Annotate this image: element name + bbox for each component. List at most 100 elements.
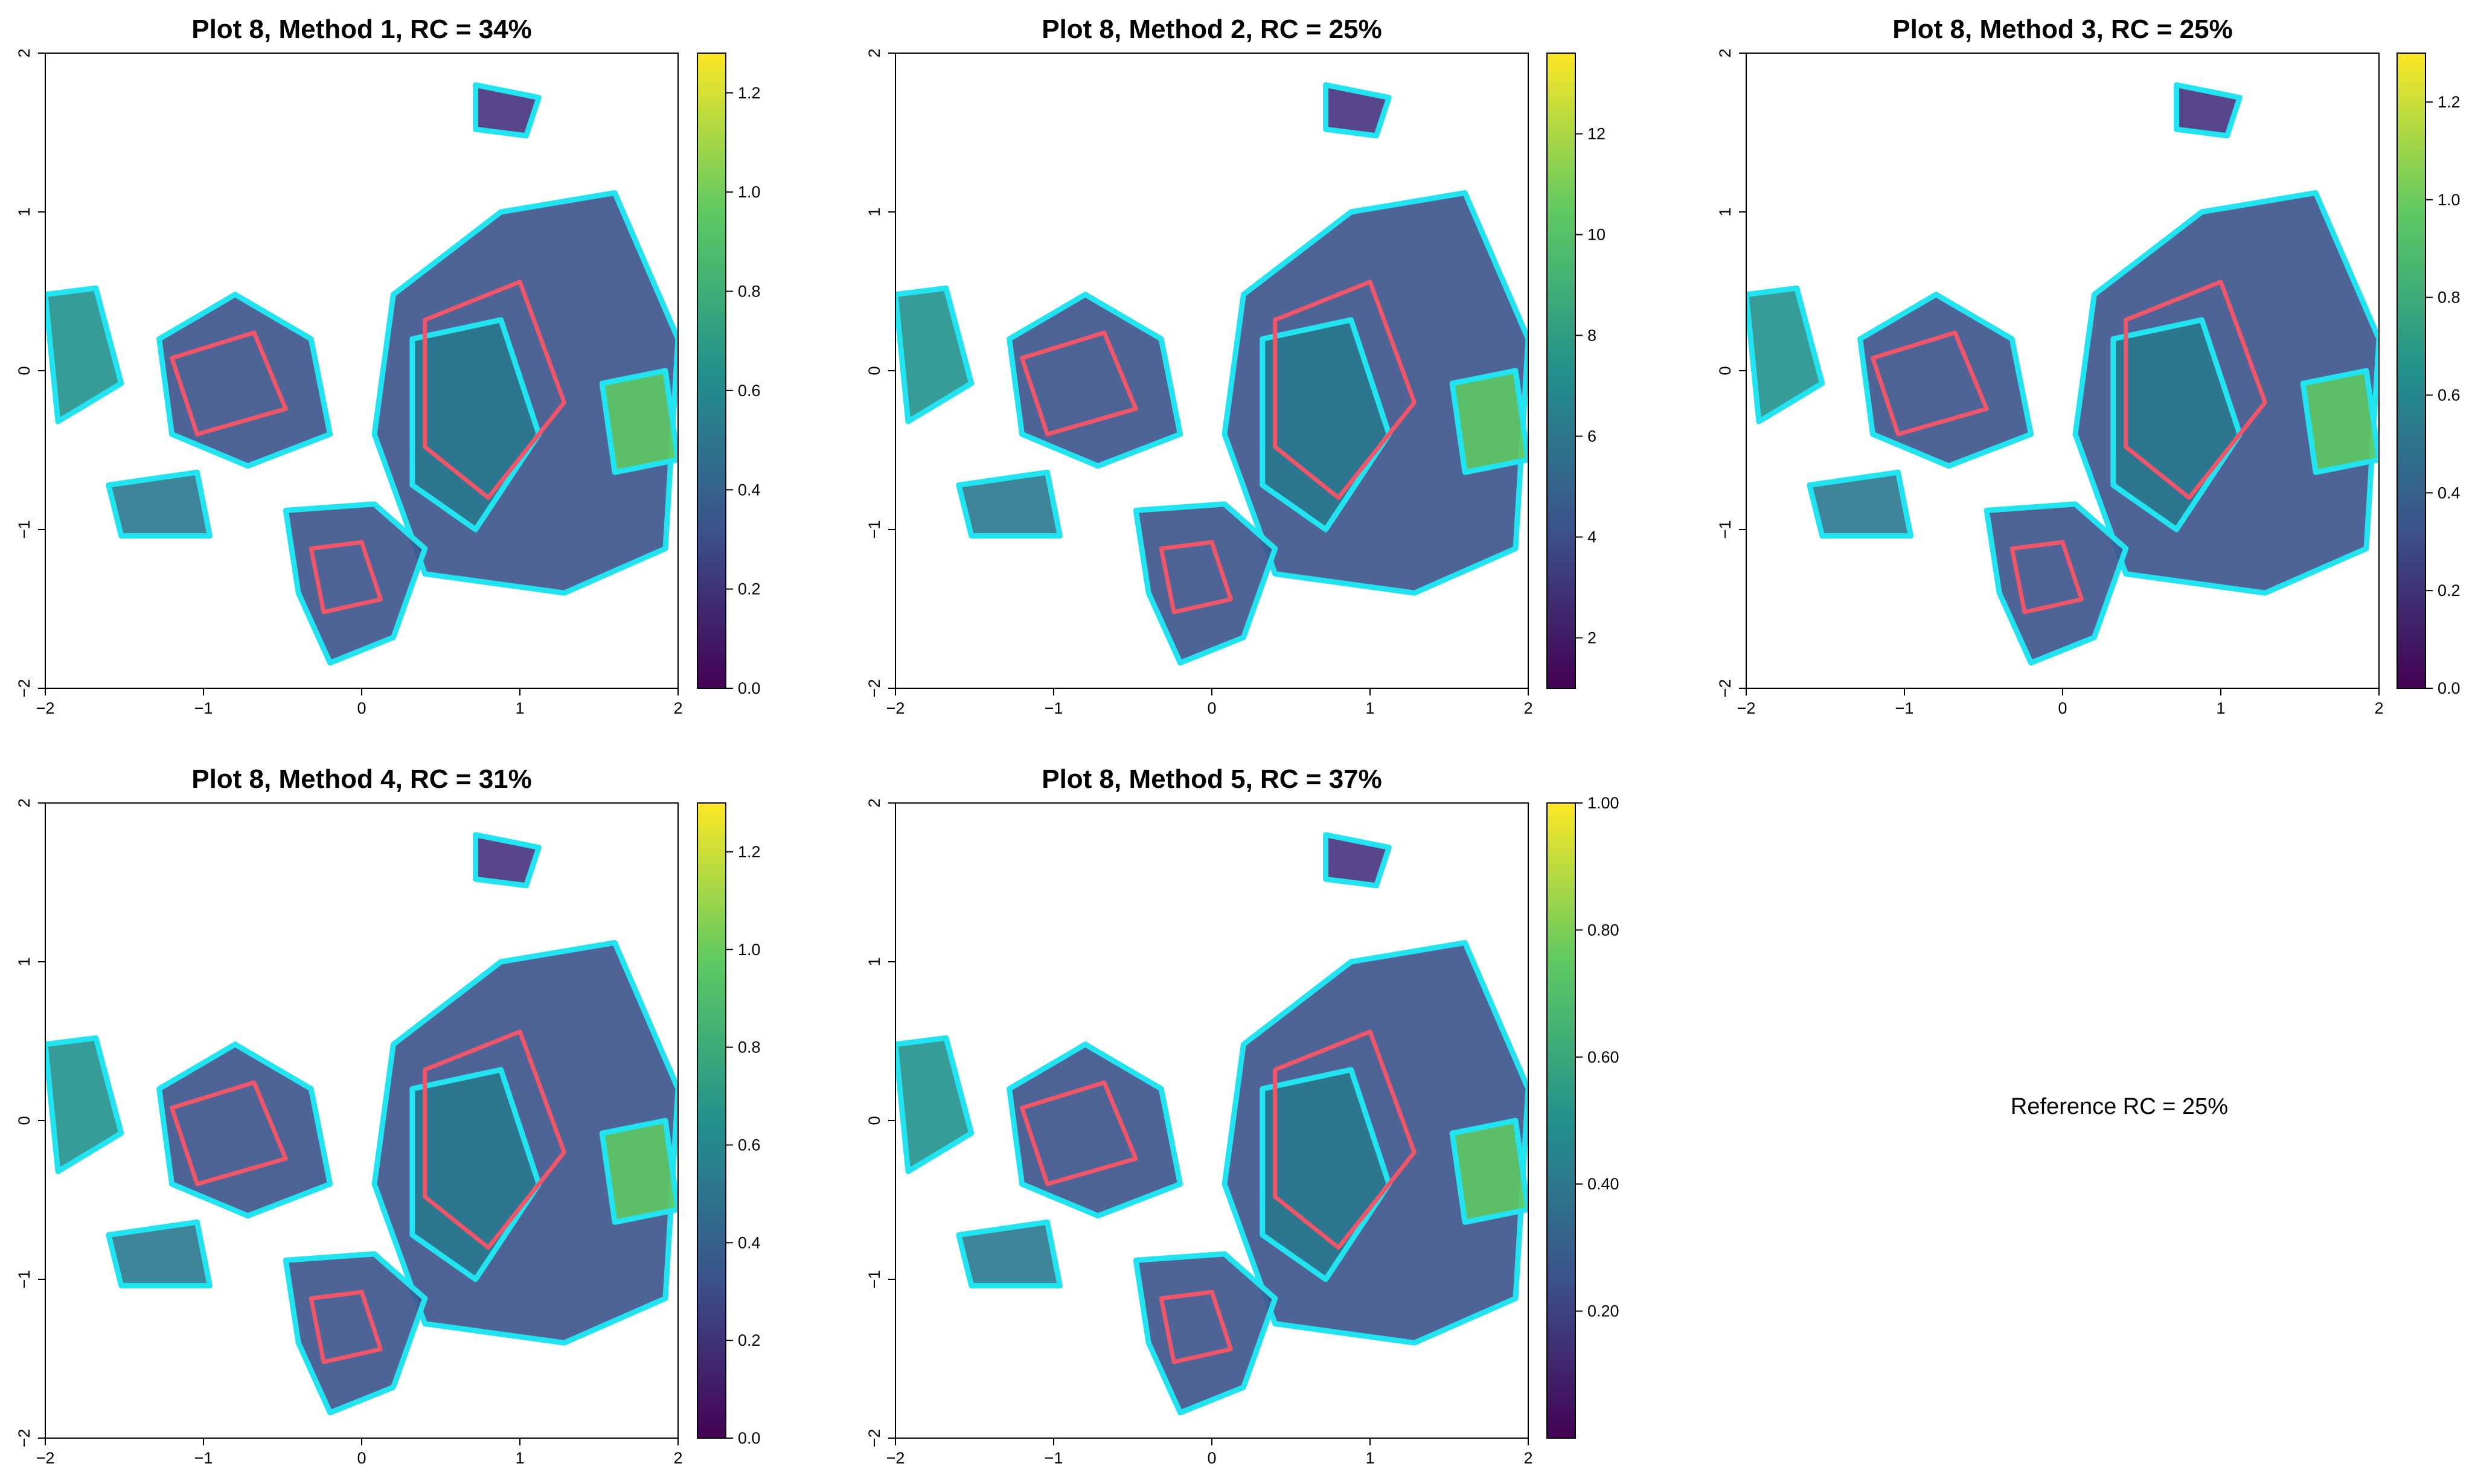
- colorbar-tick-label: 0.6: [2438, 386, 2461, 404]
- colorbar: 0.0 0.2 0.4 0.6 0.8 1.0 1.2: [697, 802, 761, 1447]
- x-tick-label: 1: [1365, 699, 1374, 717]
- x-tick-label: 1: [515, 699, 524, 717]
- x-tick-label: −2: [36, 1449, 55, 1467]
- red-reference-outline: [2124, 280, 2267, 500]
- heatmap-patch: [475, 85, 539, 136]
- cyan-outline: [2300, 368, 2379, 475]
- colorbar-tick-label: 0.2: [2438, 581, 2461, 600]
- red-reference-outline: [170, 330, 288, 437]
- red-reference-outline: [1159, 540, 1233, 615]
- cyan-outline: [2174, 82, 2243, 139]
- colorbar: 0.20 0.40 0.60 0.80 1.00: [1546, 794, 1619, 1439]
- colorbar-tick-label: 0.8: [738, 283, 761, 301]
- heatmap-area: [45, 82, 678, 666]
- y-tick-label: −2: [1716, 679, 1734, 698]
- colorbar-tick-label: 0.4: [738, 1233, 761, 1252]
- y-tick-label: 2: [15, 798, 33, 807]
- cyan-outline: [1807, 469, 1913, 539]
- y-tick-label: 2: [865, 48, 883, 57]
- x-tick-label: 2: [1523, 699, 1532, 717]
- colorbar-gradient: [697, 802, 726, 1439]
- cyan-outline: [106, 469, 213, 539]
- cyan-outline: [283, 501, 428, 666]
- cyan-outline: [2110, 317, 2243, 533]
- colorbar-tick-label: 1.00: [1587, 794, 1619, 812]
- y-tick-label: 0: [1716, 366, 1734, 375]
- x-tick-label: 2: [673, 1449, 682, 1467]
- heatmap-area: [45, 832, 678, 1416]
- colorbar-tick-label: 0.60: [1587, 1048, 1619, 1066]
- colorbar-tick-label: 1.0: [2438, 191, 2461, 209]
- heatmap-patch: [286, 1253, 425, 1413]
- cyan-outline: [371, 190, 678, 596]
- cyan-outline: [473, 832, 542, 889]
- cyan-outline: [283, 1251, 428, 1416]
- x-tick-label: 0: [1207, 1449, 1216, 1467]
- panel-title: Plot 8, Method 3, RC = 25%: [1892, 14, 2233, 44]
- colorbar-tick-label: 4: [1587, 528, 1596, 546]
- cyan-outline: [599, 1118, 678, 1225]
- y-tick-label: 1: [865, 957, 883, 966]
- x-tick-label: 1: [515, 1449, 524, 1467]
- colorbar-tick-label: 0.6: [738, 382, 761, 400]
- colorbar-tick-label: 0.0: [738, 679, 761, 697]
- colorbar-tick-label: 0.2: [738, 580, 761, 598]
- heatmap-patch: [602, 1121, 678, 1223]
- cyan-outline: [1007, 1041, 1183, 1219]
- y-tick-label: 2: [865, 798, 883, 807]
- cyan-outline: [1746, 285, 1825, 424]
- colorbar: 0.0 0.2 0.4 0.6 0.8 1.0 1.2: [2397, 53, 2461, 697]
- x-tick-label: 1: [1365, 1449, 1374, 1467]
- x-tick-label: 0: [2058, 699, 2067, 717]
- colorbar-tick-label: 1.2: [2438, 93, 2461, 111]
- colorbar-tick-label: 0.20: [1587, 1302, 1619, 1320]
- colorbar-gradient: [2397, 53, 2426, 689]
- heatmap-patch: [1136, 1253, 1275, 1413]
- panel-5: Plot 8, Method 5, RC = 37% −2 −1 0 1 2 −2 −1 0 1 2…: [865, 764, 1619, 1467]
- x-tick-label: −1: [194, 1449, 213, 1467]
- x-tick-label: 0: [357, 1449, 366, 1467]
- cyan-outline: [1984, 501, 2129, 666]
- cyan-outline: [1133, 501, 1278, 666]
- heatmap-patch: [1987, 504, 2126, 663]
- heatmap-patch: [602, 371, 678, 473]
- x-tick-label: 1: [2216, 699, 2225, 717]
- colorbar-tick-label: 0.4: [2438, 484, 2461, 502]
- y-tick-label: 0: [15, 366, 33, 375]
- red-reference-outline: [2009, 540, 2084, 615]
- colorbar: 0.0 0.2 0.4 0.6 0.8 1.0 1.2: [697, 53, 761, 697]
- colorbar-tick-label: 1.2: [738, 84, 761, 102]
- heatmap-patch: [1452, 1121, 1528, 1223]
- cyan-outline: [1221, 939, 1528, 1346]
- colorbar-tick-label: 6: [1587, 427, 1596, 446]
- colorbar-tick-label: 0.2: [738, 1331, 761, 1349]
- y-tick-label: 1: [1716, 207, 1734, 216]
- cyan-outline: [156, 1041, 333, 1219]
- heatmap-patch: [108, 1222, 210, 1286]
- colorbar-tick-label: 0.8: [738, 1038, 761, 1057]
- heatmap-area: [1746, 82, 2379, 666]
- red-reference-outline: [1159, 1290, 1233, 1364]
- cyan-outline: [45, 1035, 124, 1174]
- x-tick-label: 0: [357, 699, 366, 717]
- heatmap-patch: [159, 294, 330, 466]
- red-reference-outline: [1020, 330, 1138, 437]
- y-tick-label: −2: [865, 1429, 883, 1448]
- panel-1: Plot 8, Method 1, RC = 34% −2 −1 0 1 2 −2 −1 0 1 2…: [15, 14, 761, 717]
- cyan-outline: [1221, 190, 1528, 596]
- x-tick-label: 2: [673, 699, 682, 717]
- cyan-outline: [45, 285, 124, 424]
- cyan-outline: [409, 317, 542, 533]
- colorbar-gradient: [1546, 802, 1576, 1439]
- heatmap-patch: [1136, 504, 1275, 663]
- colorbar-tick-label: 2: [1587, 629, 1596, 647]
- red-reference-outline: [423, 1029, 566, 1250]
- colorbar-tick-label: 10: [1587, 226, 1606, 244]
- panel-title: Plot 8, Method 1, RC = 34%: [191, 14, 532, 44]
- x-tick-label: 2: [1523, 1449, 1532, 1467]
- red-reference-outline: [1273, 1029, 1417, 1250]
- cyan-outline: [1007, 292, 1183, 469]
- cyan-outline: [1260, 317, 1392, 533]
- colorbar-tick-label: 1.0: [738, 941, 761, 959]
- cyan-outline: [599, 368, 678, 475]
